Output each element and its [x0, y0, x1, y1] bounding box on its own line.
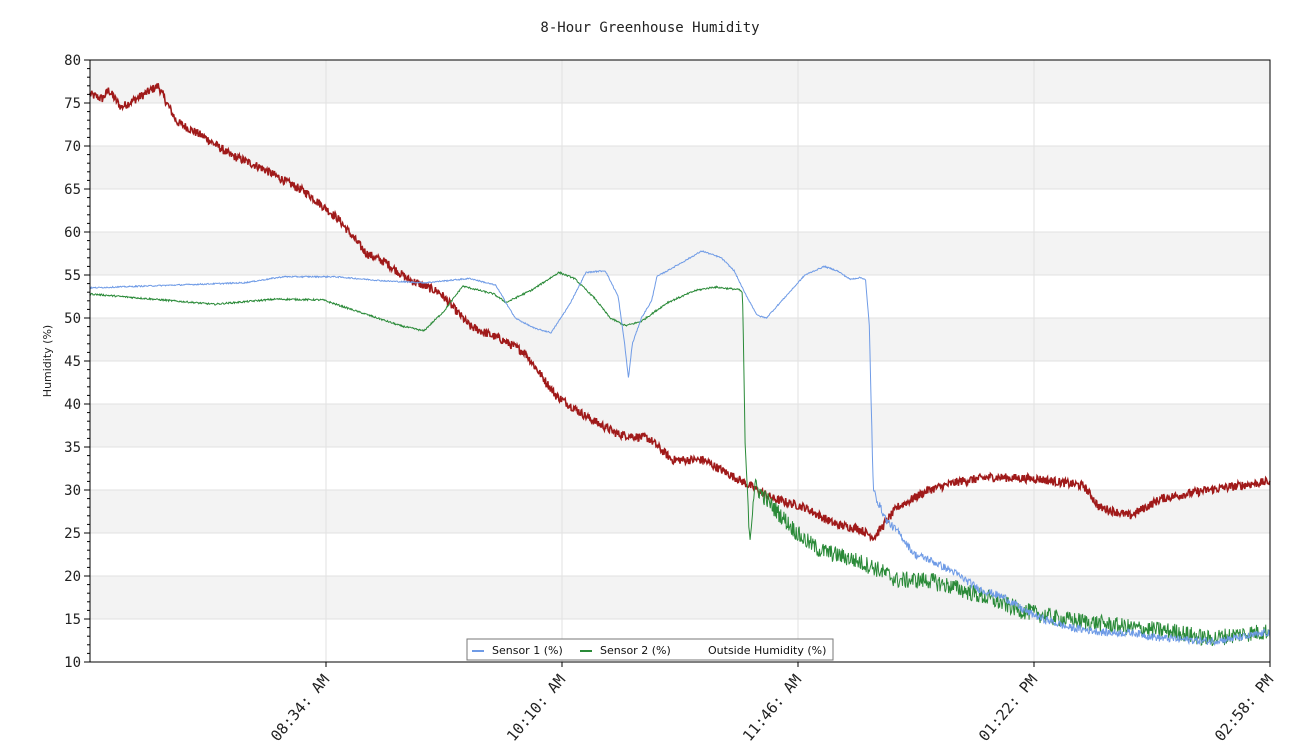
grid-band	[90, 447, 1270, 490]
x-tick-label: 08:34: AM	[267, 671, 333, 745]
y-tick-label: 30	[64, 483, 81, 499]
grid-band	[90, 275, 1270, 318]
x-axis: 08:34: AM 10:10: AM 11:46: AM 01:22: PM 02:5…	[267, 662, 1277, 745]
y-axis: 10 15 20 25 30 35 40 45 50 55 60 65 70 75 80	[64, 53, 90, 671]
grid-band	[90, 404, 1270, 447]
y-tick-label: 10	[64, 655, 81, 671]
grid-band	[90, 361, 1270, 404]
legend-label-outside: Outside Humidity (%)	[708, 644, 826, 657]
x-tick-label: 02:58: PM	[1211, 671, 1277, 745]
grid-band	[90, 189, 1270, 232]
y-tick-label: 80	[64, 53, 81, 69]
grid-band	[90, 103, 1270, 146]
y-tick-label: 75	[64, 96, 81, 112]
grid-band	[90, 318, 1270, 361]
y-tick-label: 40	[64, 397, 81, 413]
y-tick-label: 60	[64, 225, 81, 241]
y-tick-label: 15	[64, 612, 81, 628]
x-tick-label: 11:46: AM	[739, 671, 805, 745]
y-axis-label: Humidity (%)	[41, 325, 54, 397]
chart-title: 8-Hour Greenhouse Humidity	[540, 20, 759, 36]
y-tick-label: 20	[64, 569, 81, 585]
legend-box	[466, 638, 834, 661]
grid-band	[90, 60, 1270, 103]
y-tick-label: 45	[64, 354, 81, 370]
legend: Sensor 1 (%) Sensor 2 (%) Outside Humidi…	[466, 638, 834, 661]
grid-band	[90, 232, 1270, 275]
y-tick-label: 70	[64, 139, 81, 155]
y-tick-label: 35	[64, 440, 81, 456]
x-tick-label: 10:10: AM	[503, 671, 569, 745]
series-line-sensor-1	[89, 250, 1271, 647]
y-tick-label: 50	[64, 311, 81, 327]
y-tick-label: 65	[64, 182, 81, 198]
grid-band	[90, 490, 1270, 533]
series-layer	[89, 83, 1271, 647]
grid-band	[90, 533, 1270, 576]
y-tick-label: 25	[64, 526, 81, 542]
grid-bands	[90, 59, 1270, 663]
series-line-outside-humidity	[89, 83, 1271, 542]
x-tick-label: 01:22: PM	[975, 671, 1041, 745]
y-tick-label: 55	[64, 268, 81, 284]
legend-label-sensor-1: Sensor 1 (%)	[492, 644, 563, 657]
grid-band	[90, 576, 1270, 619]
legend-label-sensor-2: Sensor 2 (%)	[600, 644, 671, 657]
